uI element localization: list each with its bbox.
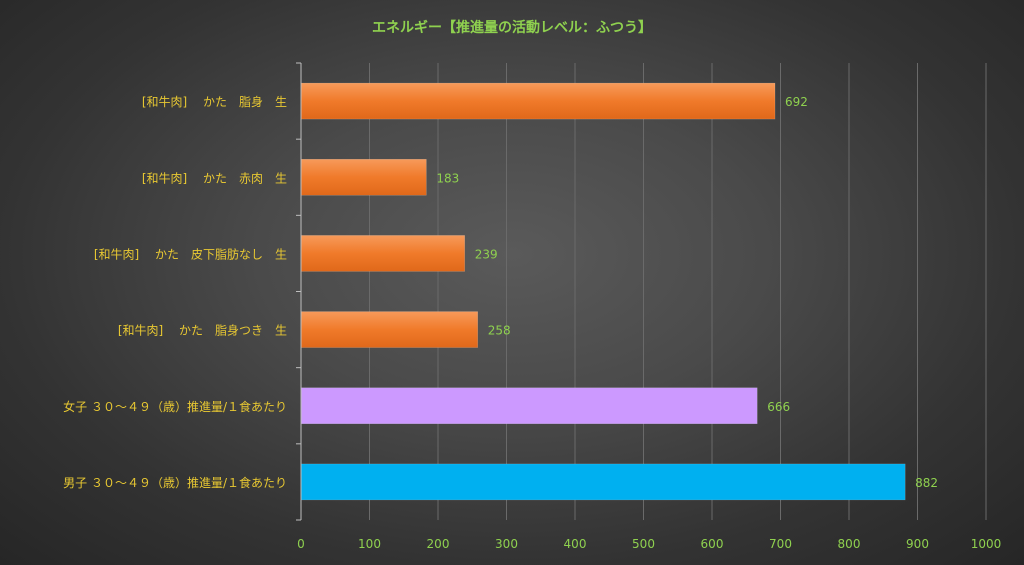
bar [300,82,776,120]
bar-value-label: 692 [785,95,808,109]
x-tick-label: 700 [769,537,792,551]
category-label: 男子 ３０～４９（歳）推進量/１食あたり [63,475,287,490]
category-label: [和牛肉] かた 皮下脂肪なし 生 [94,246,287,261]
category-label: [和牛肉] かた 脂身つき 生 [118,323,287,338]
labels: 0 100 200 300 400 500 600 700 800 900 1000 692 [和牛肉]… [63,94,1001,551]
x-tick-label: 1000 [971,537,1002,551]
bar [300,311,478,348]
bar-value-label: 183 [436,171,459,185]
x-tick-label: 0 [297,537,305,551]
bar [300,235,465,272]
category-label: [和牛肉] かた 脂身 生 [142,94,287,109]
grid-lines [369,63,987,520]
x-tick-label: 100 [358,537,381,551]
x-tick-label: 600 [701,537,724,551]
x-tick-label: 200 [427,537,450,551]
category-axis [296,62,302,521]
bar-value-label: 666 [767,400,790,414]
category-label: 女子 ３０～４９（歳）推進量/１食あたり [63,399,287,414]
bar-value-label: 239 [475,247,498,261]
bar [300,159,427,196]
x-tick-label: 800 [838,537,861,551]
x-tick-label: 400 [564,537,587,551]
bar [300,463,906,501]
x-tick-label: 500 [632,537,655,551]
category-label: [和牛肉] かた 赤肉 生 [142,170,287,185]
bar-value-label: 258 [488,324,511,338]
bar [300,387,758,424]
chart-title: エネルギー【推進量の活動レベル：ふつう】 [372,19,652,36]
x-tick-label: 300 [495,537,518,551]
x-tick-label: 900 [906,537,929,551]
bar-value-label: 882 [915,476,938,490]
bars [300,82,906,501]
